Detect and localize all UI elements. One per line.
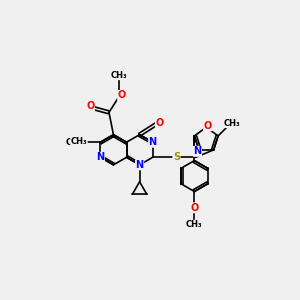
Text: CH₃: CH₃ [224, 118, 240, 127]
Text: O: O [204, 121, 212, 131]
Text: CH₃: CH₃ [71, 137, 87, 146]
Text: N: N [96, 152, 104, 162]
Text: O: O [190, 203, 199, 213]
Text: O: O [118, 90, 126, 100]
Text: CH₃: CH₃ [66, 138, 82, 147]
Text: N: N [148, 137, 157, 147]
Text: N: N [136, 160, 144, 170]
Text: N: N [194, 146, 202, 156]
Text: CH₃: CH₃ [111, 71, 128, 80]
Text: O: O [155, 118, 164, 128]
Text: CH₃: CH₃ [186, 220, 203, 229]
Text: S: S [173, 152, 180, 162]
Text: O: O [86, 101, 94, 111]
